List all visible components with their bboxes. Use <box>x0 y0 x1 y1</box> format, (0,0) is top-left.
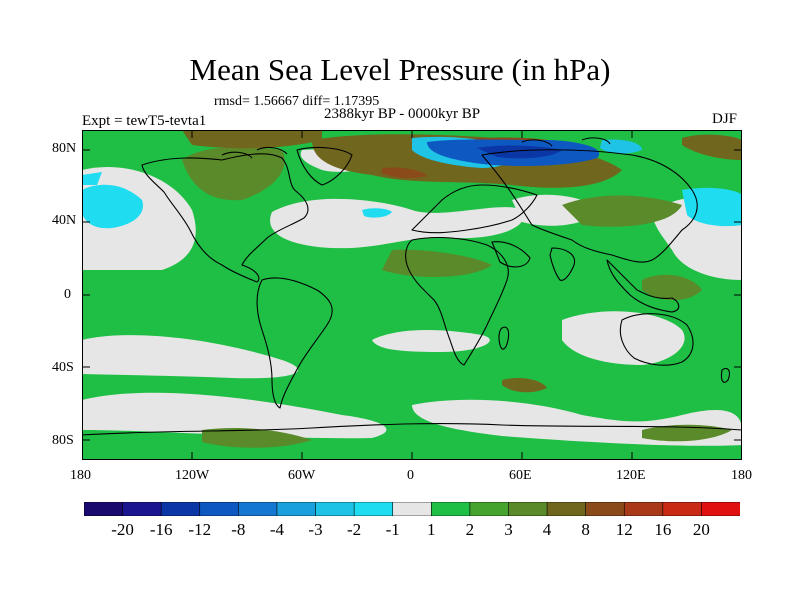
colorbar-label: -3 <box>308 520 323 539</box>
lat-label-equator: 0 <box>64 287 71 302</box>
colorbar-swatch <box>353 502 394 516</box>
colorbar-swatch <box>546 502 587 516</box>
lat-label-80s: 80S <box>52 433 74 448</box>
colorbar-label: -4 <box>269 520 285 539</box>
negative-regions-deep-blue <box>477 145 562 159</box>
colorbar-label: 12 <box>615 520 633 539</box>
lat-label-40n: 40N <box>52 213 77 228</box>
colorbar-swatch <box>315 502 355 516</box>
lon-label-0: 0 <box>407 468 414 483</box>
colorbar-label: -8 <box>231 520 246 539</box>
coastlines <box>82 137 742 436</box>
colorbar-swatch <box>623 502 664 516</box>
lon-label-180w: 180 <box>70 468 91 483</box>
colorbar <box>84 502 740 516</box>
arctic-islands-coast <box>221 137 611 159</box>
colorbar-label: 8 <box>581 520 590 539</box>
colorbar-swatch <box>701 502 740 516</box>
stats-text: rmsd= 1.56667 diff= 1.17395 <box>214 94 380 109</box>
colorbar-label: -16 <box>149 520 173 539</box>
period-text: 2388kyr BP - 0000kyr BP <box>324 106 481 122</box>
north-america-coast <box>141 153 309 283</box>
map-panel <box>82 130 742 460</box>
colorbar-label: 1 <box>427 520 436 539</box>
colorbar-swatch <box>199 502 240 516</box>
colorbar-swatch <box>585 502 626 516</box>
experiment-label: Expt = tewT5-tevta1 <box>82 113 207 129</box>
arabia-coast <box>491 241 531 268</box>
colorbar-label: -1 <box>385 520 400 539</box>
lon-label-60e: 60E <box>509 468 532 483</box>
india-coast <box>549 247 576 281</box>
antarctica-coast <box>82 423 742 436</box>
colorbar-swatch <box>276 502 317 516</box>
colorbar-swatch <box>160 502 201 516</box>
negative-regions-cyan <box>82 172 742 229</box>
positive-regions-olive <box>182 147 732 448</box>
map-ticks <box>82 130 742 460</box>
colorbar-label: -12 <box>188 520 212 539</box>
colorbar-swatch <box>662 502 703 516</box>
season-label: DJF <box>712 111 738 127</box>
colorbar-label: -20 <box>111 520 134 539</box>
colorbar-swatch <box>469 502 510 516</box>
southeast-asia-coast <box>606 259 680 313</box>
lat-label-40s: 40S <box>52 360 74 375</box>
lon-label-60w: 60W <box>288 468 316 483</box>
colorbar-swatch <box>122 502 162 516</box>
colorbar-label: 4 <box>542 520 552 539</box>
map-title: Mean Sea Level Pressure (in hPa) <box>189 52 611 87</box>
lat-label-80n: 80N <box>52 141 77 156</box>
colorbar-swatch <box>392 502 433 516</box>
colorbar-label: 16 <box>654 520 672 539</box>
colorbar-label: 2 <box>465 520 475 539</box>
south-america-coast <box>256 277 333 409</box>
colorbar-swatch <box>84 502 124 516</box>
colorbar-swatch <box>508 502 548 516</box>
new-zealand-coast <box>720 367 730 383</box>
madagascar-coast <box>498 326 510 350</box>
colorbar-swatch <box>430 502 471 516</box>
colorbar-label: 3 <box>504 520 513 539</box>
lon-label-180e: 180 <box>731 468 752 483</box>
lon-label-120e: 120E <box>616 468 646 483</box>
australia-coast <box>619 313 694 366</box>
colorbar-label: 20 <box>692 520 710 539</box>
colorbar-swatch <box>238 502 278 516</box>
lon-label-120w: 120W <box>175 468 210 483</box>
greenland-coast <box>296 146 353 186</box>
asia-coast <box>481 149 698 263</box>
europe-coast <box>411 184 538 234</box>
colorbar-label: -2 <box>347 520 362 539</box>
